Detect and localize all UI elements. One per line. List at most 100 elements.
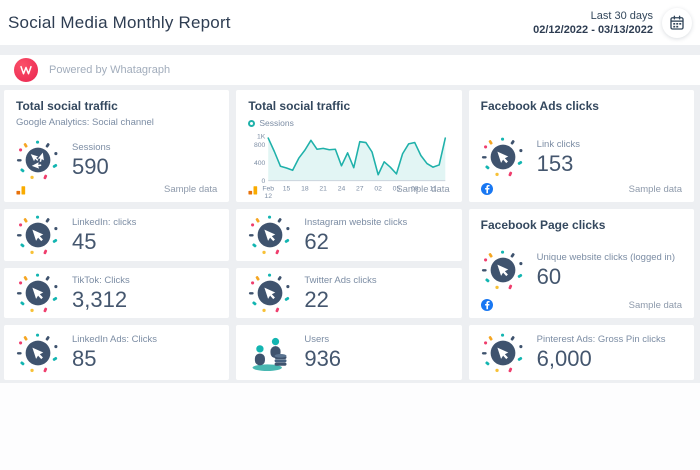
- metric-value: 45: [72, 228, 97, 254]
- date-range-selector[interactable]: Last 30 days 02/12/2022 - 03/13/2022: [533, 9, 653, 37]
- svg-text:05: 05: [393, 185, 401, 192]
- chart-legend: Sessions: [248, 118, 449, 128]
- metric: Twitter Ads clicks 22: [248, 271, 449, 315]
- header-divider-band: [0, 45, 700, 55]
- widget-total-social-traffic-kpi[interactable]: Total social traffic Google Analytics: S…: [4, 90, 230, 202]
- click-confetti-icon: [16, 213, 60, 257]
- facebook-icon: [481, 183, 493, 195]
- widget-instagram-website-clicks[interactable]: Instagram website clicks 62: [236, 209, 462, 261]
- metric-label: TikTok: Clicks: [72, 274, 130, 286]
- widget-grid: Total social traffic Google Analytics: S…: [4, 90, 694, 380]
- click-confetti-icon: [481, 331, 525, 375]
- facebook-icon: [481, 299, 493, 311]
- legend-label: Sessions: [259, 118, 294, 128]
- click-confetti-icon: [248, 271, 292, 315]
- metric-label: Link clicks: [536, 138, 580, 150]
- x-axis-labels: Feb 12 15 18 21 24 27 02 05 08 11: [263, 185, 437, 200]
- metric-label: Sessions: [72, 141, 111, 153]
- sessions-area-chart: 0 400 800 1K Feb 12 15 18 21 24 27 02 05 08 11: [254, 133, 447, 200]
- widget-title: Facebook Page clicks: [480, 218, 606, 232]
- sample-data-badge: Sample data: [396, 184, 450, 195]
- metric: LinkedIn Ads: Clicks 85: [16, 331, 217, 375]
- metric-label: Pinterest Ads: Gross Pin clicks: [536, 334, 666, 346]
- date-range-label: Last 30 days: [590, 9, 653, 22]
- legend-dot-icon: [248, 119, 256, 127]
- report-header: Social Media Monthly Report Last 30 days…: [0, 0, 700, 45]
- calendar-icon: [668, 14, 686, 32]
- chart-line: [267, 137, 447, 176]
- metric: Sessions 590: [16, 138, 217, 182]
- metric-value: 936: [304, 346, 342, 372]
- metric-value: 22: [304, 286, 329, 312]
- chart-area-fill: [268, 138, 446, 181]
- svg-text:11: 11: [430, 185, 437, 192]
- metric-label: Twitter Ads clicks: [304, 274, 377, 286]
- metric-value: 62: [304, 228, 329, 254]
- report-canvas: Total social traffic Google Analytics: S…: [0, 85, 700, 383]
- metric: Unique website clicks (logged in) 60: [481, 248, 682, 292]
- widget-linkedin-ads-clicks[interactable]: LinkedIn Ads: Clicks 85: [4, 325, 230, 380]
- metric-value: 590: [72, 153, 109, 179]
- svg-text:24: 24: [338, 185, 346, 192]
- metric-label: Instagram website clicks: [304, 216, 408, 228]
- metric-value: 6,000: [536, 346, 592, 372]
- widget-facebook-ads-clicks[interactable]: Facebook Ads clicks Link clicks 153 Samp…: [468, 90, 694, 202]
- metric-label: LinkedIn: clicks: [72, 216, 137, 228]
- date-range-area: Last 30 days 02/12/2022 - 03/13/2022: [533, 7, 692, 38]
- metric-label: Users: [304, 334, 330, 346]
- powered-by-label: Powered by Whatagraph: [49, 64, 171, 76]
- metric-value: 153: [536, 150, 574, 176]
- widget-total-social-traffic-chart[interactable]: Total social traffic Sessions 0 400 800 1K …: [236, 90, 462, 202]
- metric: Pinterest Ads: Gross Pin clicks 6,000: [481, 331, 682, 375]
- svg-text:400: 400: [254, 160, 266, 167]
- metric: Link clicks 153: [481, 135, 682, 179]
- click-confetti-icon: [248, 213, 292, 257]
- widget-pinterest-ads-clicks[interactable]: Pinterest Ads: Gross Pin clicks 6,000: [468, 325, 694, 380]
- google-analytics-icon: [248, 184, 259, 195]
- sample-data-badge: Sample data: [628, 184, 682, 195]
- calendar-button[interactable]: [662, 7, 692, 38]
- widget-footer: Sample data: [248, 184, 450, 195]
- widget-facebook-page-clicks[interactable]: Facebook Page clicks Unique website clic…: [468, 209, 694, 318]
- metric: TikTok: Clicks 3,312: [16, 271, 217, 315]
- widget-title: Total social traffic: [16, 99, 118, 113]
- widget-twitter-ads-clicks[interactable]: Twitter Ads clicks 22: [236, 268, 462, 318]
- sample-data-badge: Sample data: [628, 300, 682, 311]
- metric-label: LinkedIn Ads: Clicks: [72, 334, 158, 346]
- svg-text:21: 21: [320, 185, 328, 192]
- metric-value: 3,312: [72, 286, 128, 312]
- widget-footer: Sample data: [16, 184, 217, 195]
- metric-value: 85: [72, 346, 97, 372]
- svg-text:18: 18: [301, 185, 309, 192]
- click-confetti-icon: [16, 331, 60, 375]
- svg-text:800: 800: [254, 142, 266, 149]
- widget-linkedin-clicks[interactable]: LinkedIn: clicks 45: [4, 209, 230, 261]
- svg-text:0: 0: [262, 178, 266, 185]
- click-confetti-icon: [481, 248, 525, 292]
- metric-label: Unique website clicks (logged in): [536, 251, 675, 263]
- metric-value: 60: [536, 263, 562, 289]
- y-axis-labels: 0 400 800 1K: [254, 133, 266, 185]
- powered-by-whatagraph[interactable]: Powered by Whatagraph: [0, 55, 700, 85]
- widget-users[interactable]: Users 936: [236, 325, 462, 380]
- svg-text:08: 08: [411, 185, 419, 192]
- svg-text:15: 15: [283, 185, 291, 192]
- metric: LinkedIn: clicks 45: [16, 213, 217, 257]
- widget-title: Facebook Ads clicks: [480, 99, 599, 113]
- date-range-value: 02/12/2022 - 03/13/2022: [533, 23, 653, 36]
- svg-text:27: 27: [356, 185, 364, 192]
- metric: Users 936: [248, 331, 449, 375]
- widget-footer: Sample data: [481, 299, 682, 311]
- sample-data-badge: Sample data: [163, 184, 218, 195]
- click-confetti-icon: [481, 135, 525, 179]
- users-coins-icon: [248, 331, 292, 375]
- widget-subtitle: Google Analytics: Social channel: [16, 117, 154, 128]
- svg-text:1K: 1K: [257, 133, 266, 140]
- google-analytics-icon: [16, 184, 27, 195]
- whatagraph-logo-icon: [14, 58, 38, 82]
- svg-text:02: 02: [375, 185, 383, 192]
- clicks-confetti-icon: [16, 138, 60, 182]
- click-confetti-icon: [16, 271, 60, 315]
- metric: Instagram website clicks 62: [248, 213, 449, 257]
- widget-tiktok-clicks[interactable]: TikTok: Clicks 3,312: [4, 268, 230, 318]
